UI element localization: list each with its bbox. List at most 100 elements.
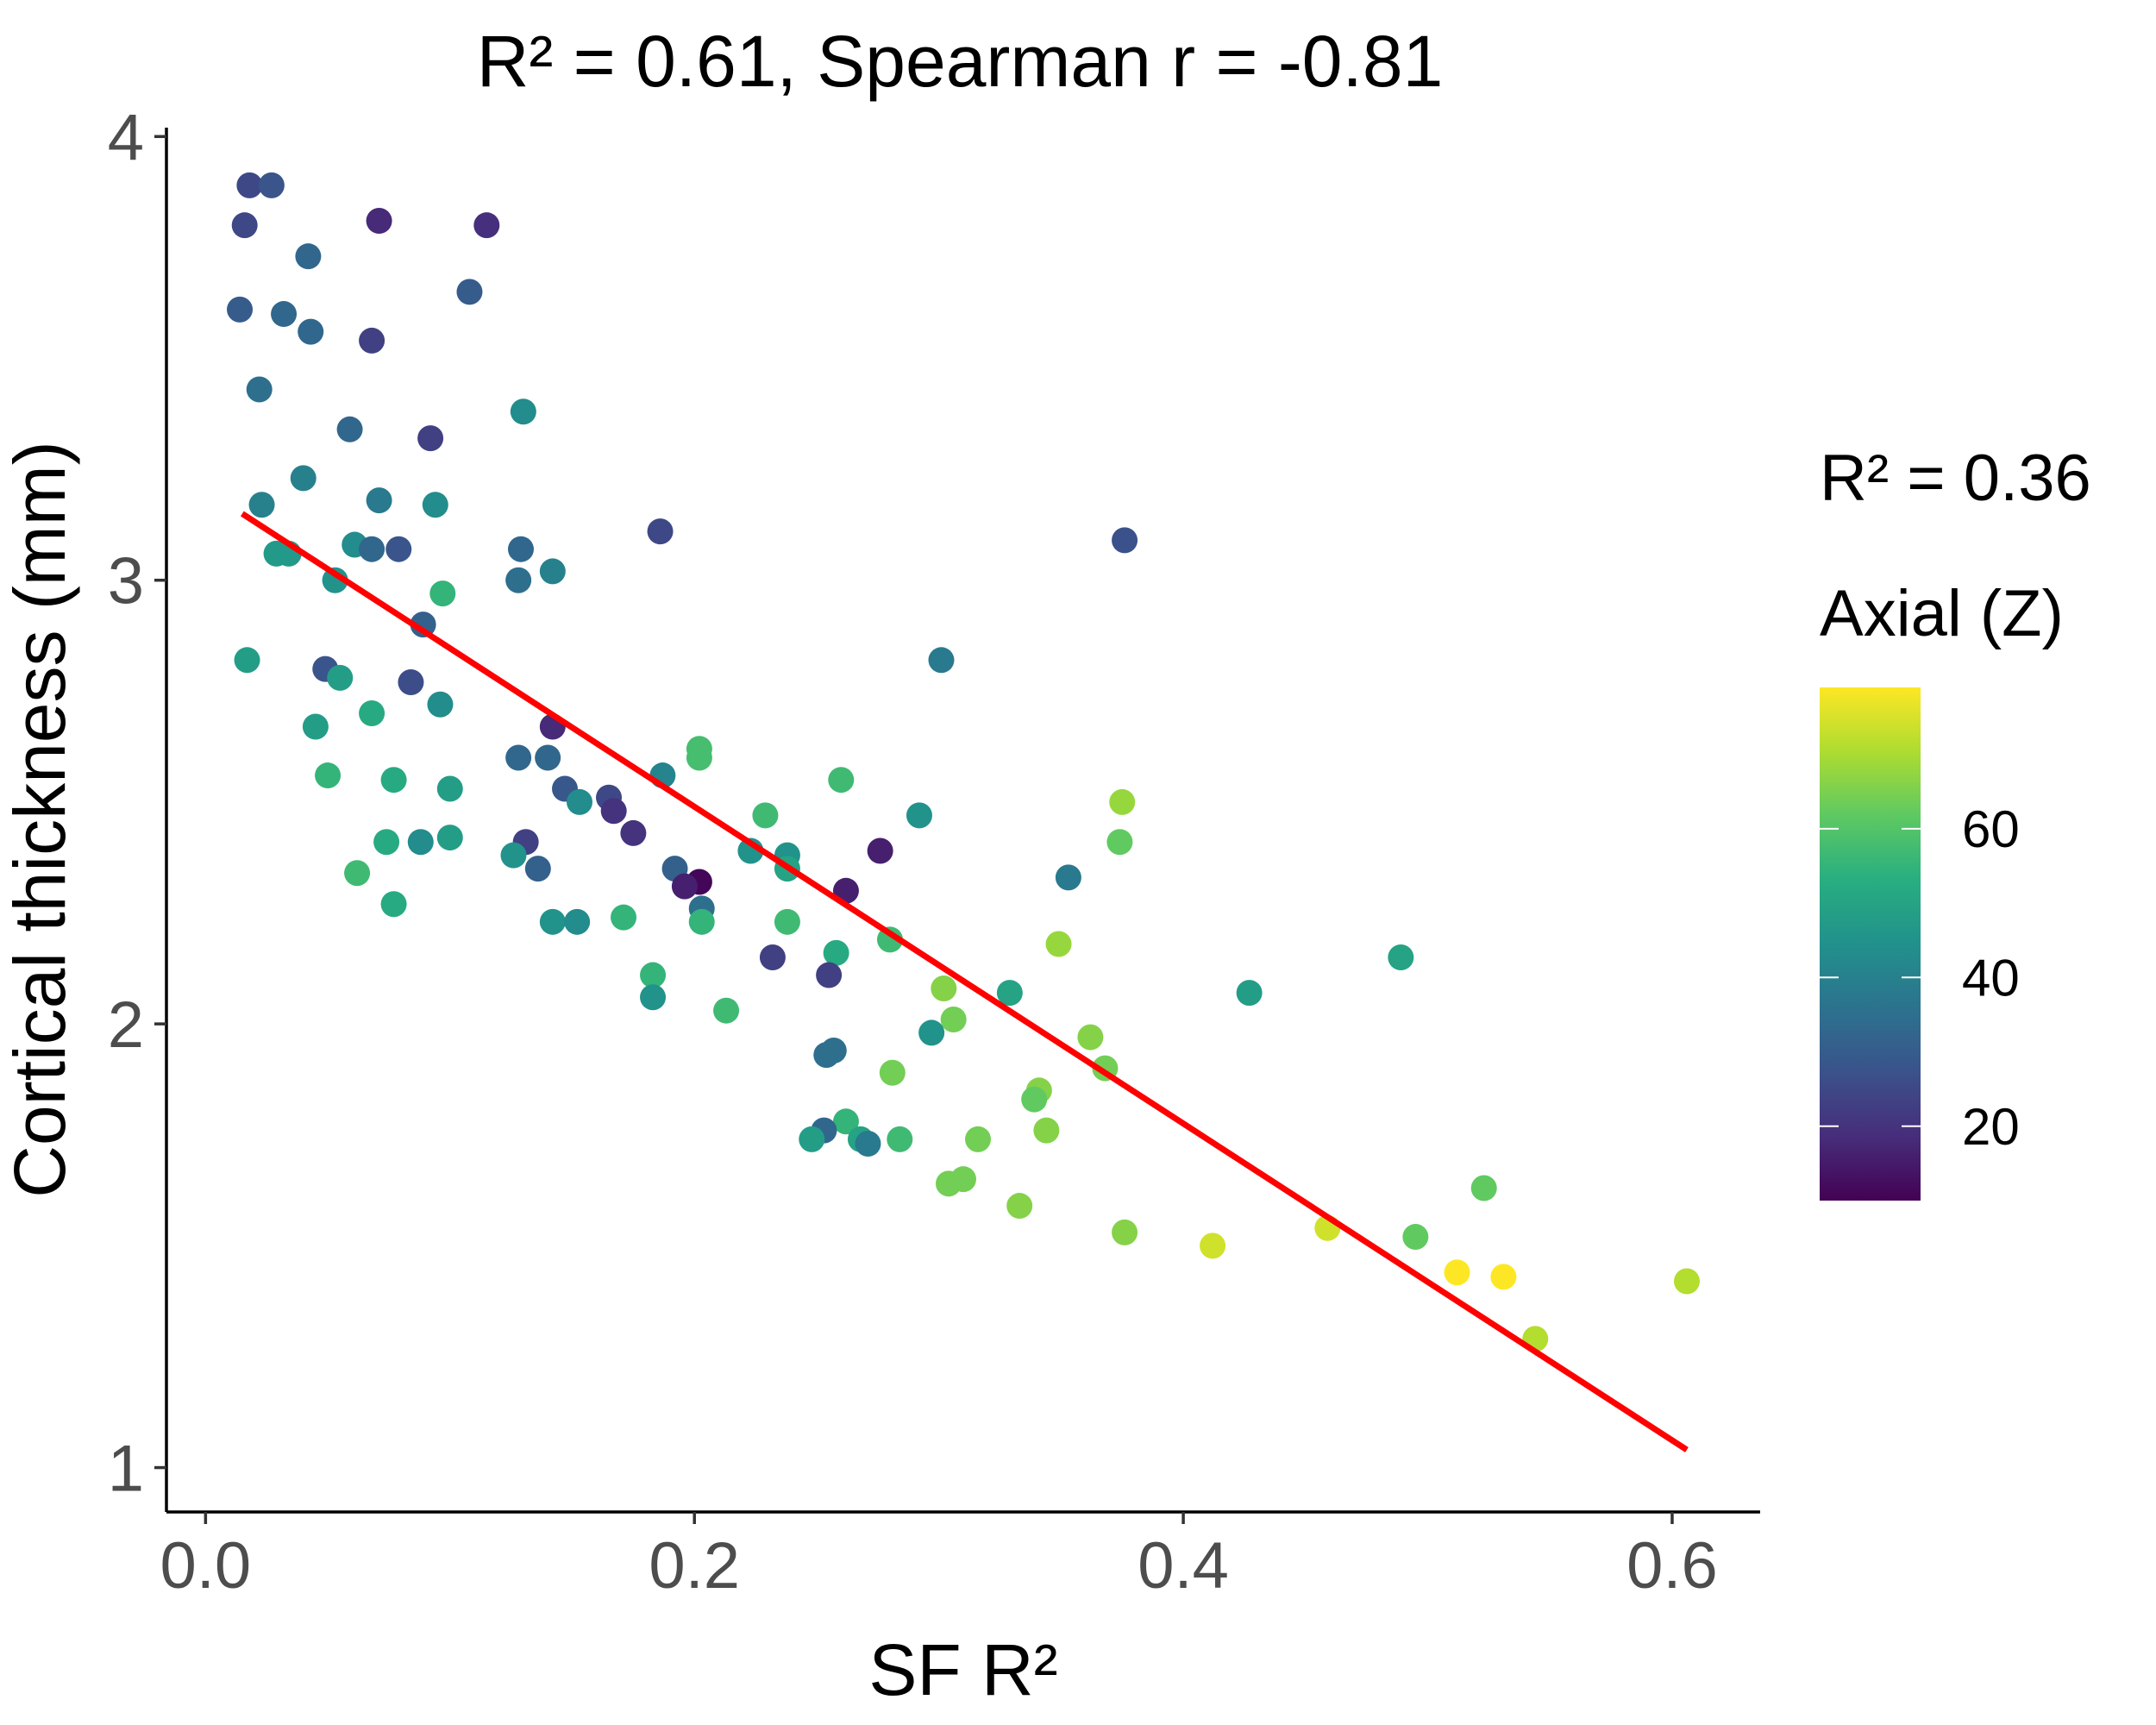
scatter-point	[713, 997, 740, 1024]
scatter-point	[436, 775, 463, 802]
scatter-point	[429, 580, 456, 607]
scatter-point	[940, 1006, 967, 1032]
scatter-point	[1444, 1259, 1470, 1286]
scatter-point	[398, 669, 424, 696]
x-tick-label: 0.0	[160, 1529, 252, 1603]
scatter-point	[1402, 1224, 1429, 1251]
y-tick-label: 3	[108, 545, 144, 618]
scatter-point	[359, 536, 385, 562]
scatter-point	[867, 837, 893, 864]
scatter-point	[227, 296, 254, 323]
chart-title: R² = 0.61, Spearman r = -0.81	[477, 21, 1444, 102]
scatter-point	[1021, 1086, 1048, 1113]
scatter-point	[611, 904, 637, 931]
scatter-point	[671, 873, 698, 900]
scatter-point	[535, 744, 561, 771]
x-tick-label: 0.4	[1138, 1529, 1229, 1603]
scatter-point	[1006, 1193, 1033, 1220]
scatter-point	[231, 212, 258, 239]
scatter-point	[799, 1126, 825, 1152]
legend-subtitle: R² = 0.36	[1820, 442, 2091, 515]
axes-ticks: 0.0 0.2 0.4 0.6 1 2 3 4	[108, 101, 1718, 1603]
scatter-point	[248, 492, 275, 518]
scatter-point	[236, 172, 263, 198]
scatter-point	[828, 767, 855, 794]
scatter-point	[427, 691, 454, 718]
scatter-point	[322, 567, 348, 593]
scatter-point	[996, 980, 1023, 1007]
scatter-point	[876, 926, 903, 953]
scatter-point	[366, 487, 392, 514]
scatter-point	[336, 416, 363, 442]
scatter-point	[500, 842, 527, 869]
scatter-point	[564, 908, 591, 935]
scatter-point	[1490, 1264, 1517, 1290]
scatter-point	[234, 647, 260, 674]
scatter-point	[422, 492, 448, 518]
scatter-point	[359, 700, 385, 727]
scatter-point	[1055, 864, 1081, 891]
scatter-point	[950, 1166, 976, 1193]
y-axis-title: Cortical thickness (mm)	[0, 441, 80, 1197]
points-layer	[227, 172, 1700, 1352]
scatter-point	[928, 647, 955, 674]
x-tick-label: 0.6	[1626, 1529, 1718, 1603]
scatter-point	[640, 984, 667, 1011]
scatter-point	[1109, 788, 1136, 815]
legend-tick-label: 40	[1962, 949, 2020, 1007]
scatter-point	[686, 744, 712, 771]
x-axis-title: SF R²	[868, 1629, 1057, 1710]
scatter-point	[359, 327, 385, 354]
scatter-point	[366, 208, 392, 235]
scatter-point	[1673, 1268, 1700, 1295]
scatter-point	[385, 536, 412, 562]
scatter-point	[887, 1126, 913, 1152]
scatter-point	[456, 279, 483, 305]
scatter-point	[879, 1059, 906, 1086]
scatter-point	[752, 802, 779, 829]
scatter-point	[620, 819, 647, 846]
scatter-point	[647, 518, 674, 545]
scatter-point	[1033, 1117, 1060, 1144]
scatter-point	[507, 536, 534, 562]
scatter-point	[417, 425, 444, 452]
x-tick-label: 0.2	[649, 1529, 740, 1603]
scatter-point	[640, 962, 667, 988]
scatter-point	[759, 944, 786, 970]
scatter-point	[600, 798, 627, 825]
y-tick-label: 1	[108, 1433, 144, 1506]
scatter-point	[298, 318, 324, 345]
scatter-point	[505, 567, 532, 593]
scatter-point	[246, 376, 273, 403]
scatter-point	[380, 891, 407, 918]
scatter-point	[539, 908, 566, 935]
scatter-point	[1045, 931, 1072, 957]
scatter-point	[1077, 1024, 1104, 1051]
scatter-point	[258, 172, 285, 198]
legend-title: Axial (Z)	[1820, 577, 2064, 650]
legend-colorbar	[1820, 687, 1921, 1201]
y-tick-label: 2	[108, 988, 144, 1062]
scatter-point	[295, 243, 322, 270]
scatter-point	[1236, 980, 1263, 1007]
scatter-point	[1200, 1233, 1226, 1259]
scatter-point	[1388, 944, 1414, 970]
scatter-point	[1470, 1175, 1497, 1201]
scatter-point	[344, 860, 371, 887]
scatter-point	[1106, 829, 1133, 856]
color-legend: R² = 0.36 Axial (Z) 20 40 60	[1820, 442, 2091, 1201]
scatter-point	[410, 612, 436, 638]
scatter-point	[823, 939, 849, 966]
scatter-point	[774, 908, 800, 935]
scatter-point	[931, 975, 957, 1001]
scatter-point	[906, 802, 932, 829]
legend-ticks: 20 40 60	[1820, 800, 2020, 1156]
scatter-point	[965, 1126, 992, 1152]
regression-line	[240, 511, 1689, 1452]
fit-layer	[240, 511, 1689, 1452]
scatter-point	[407, 829, 434, 856]
scatter-point	[373, 829, 400, 856]
legend-tick-label: 20	[1962, 1098, 2020, 1156]
scatter-point	[473, 212, 500, 239]
